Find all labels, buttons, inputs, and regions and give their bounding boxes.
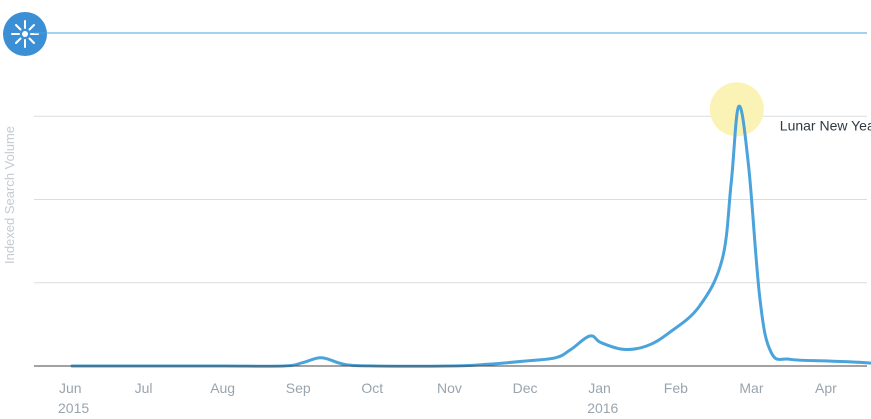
- x-tick-label: Jul: [135, 380, 153, 396]
- series-line: [70, 104, 871, 368]
- x-tick-label: Mar: [739, 380, 763, 396]
- x-tick-label: Aug: [210, 380, 235, 396]
- y-axis-label: Indexed Search Volume: [2, 126, 17, 264]
- x-tick-label: Sep: [286, 380, 311, 396]
- x-tick-year-label: 2016: [587, 400, 618, 416]
- x-tick-year-label: 2015: [58, 400, 89, 416]
- x-tick-label: Oct: [361, 380, 383, 396]
- gridlines: [34, 32, 867, 284]
- x-tick-label: Dec: [513, 380, 538, 396]
- x-tick-label: Jan: [588, 380, 611, 396]
- x-tick-labels: Jun 2015 Jul Aug Sep Oct Nov Dec Jan 2016 Feb Mar Ap…: [58, 380, 837, 416]
- x-tick-label: Apr: [815, 380, 837, 396]
- x-tick-label: Nov: [437, 380, 462, 396]
- logo-badge: [3, 12, 47, 56]
- x-tick-label: Jun: [59, 380, 82, 396]
- sunburst-icon: [11, 20, 39, 48]
- annotation-label: Lunar New Year: [780, 117, 871, 133]
- x-tick-label: Feb: [664, 380, 688, 396]
